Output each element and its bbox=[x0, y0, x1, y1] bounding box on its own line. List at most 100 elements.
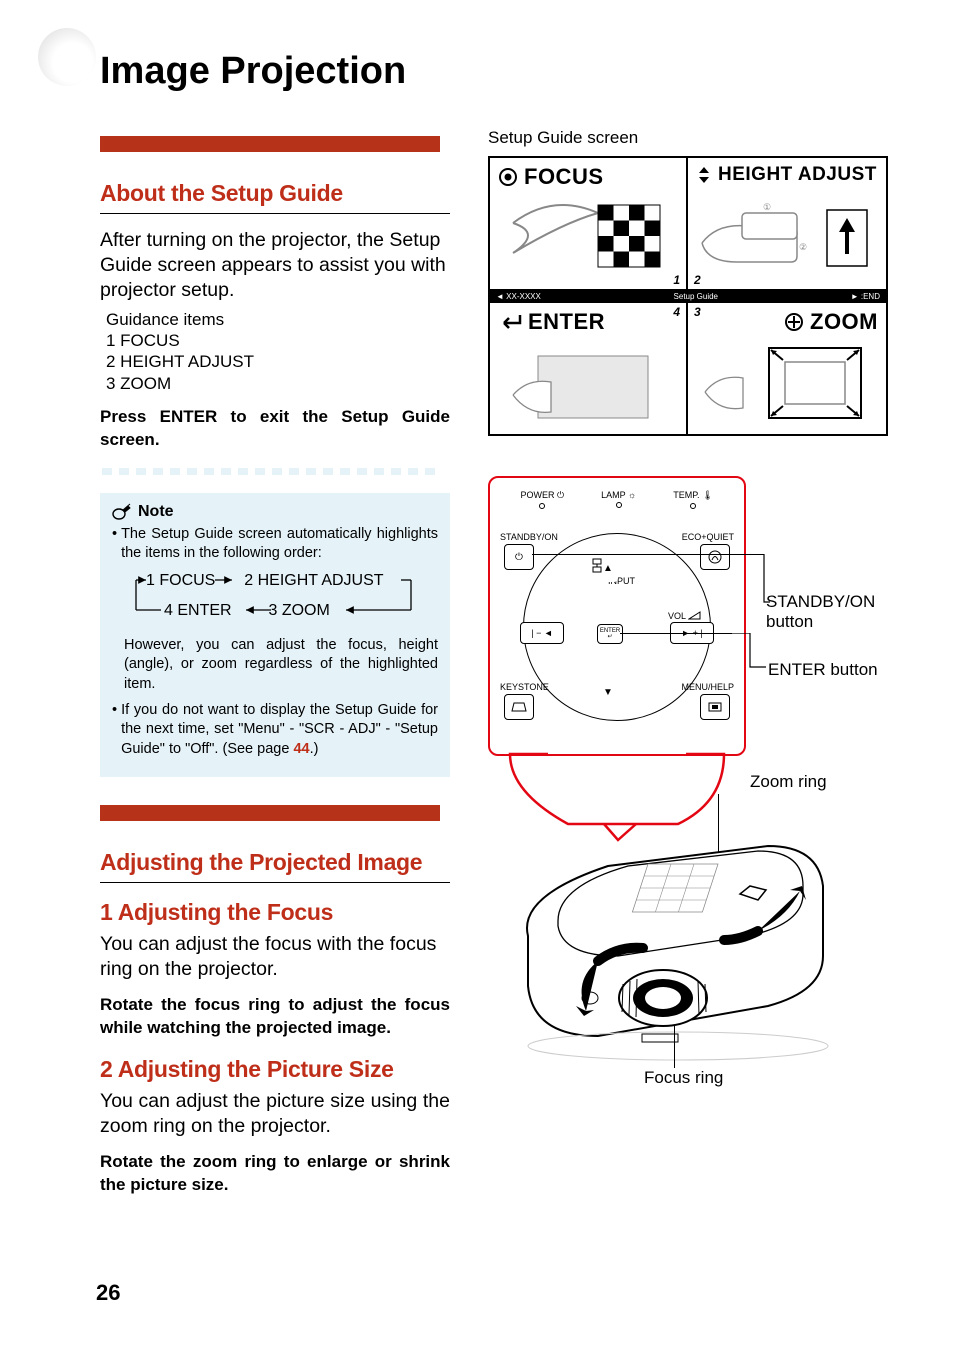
zoom-icon bbox=[784, 312, 804, 332]
note-b2-post: .) bbox=[310, 741, 319, 757]
callout-zoom-ring: Zoom ring bbox=[750, 772, 827, 792]
quad-focus: FOCUS 1 bbox=[490, 158, 688, 289]
height-icon bbox=[696, 165, 712, 185]
quad-num-3: 3 bbox=[694, 305, 701, 319]
input-icon bbox=[590, 558, 604, 574]
page-title: Image Projection bbox=[100, 50, 406, 93]
adjusting-heading: Adjusting the Projected Image bbox=[100, 849, 450, 883]
svg-text:①: ① bbox=[763, 202, 771, 212]
height-illustration: ① ② bbox=[697, 188, 877, 280]
quad-enter: 4 ENTER bbox=[490, 303, 688, 434]
keystone-button[interactable] bbox=[504, 694, 534, 720]
note-bullet-2-text: If you do not want to display the Setup … bbox=[121, 701, 438, 760]
svg-text:②: ② bbox=[799, 242, 807, 252]
enter-icon bbox=[498, 313, 522, 331]
lamp-indicator: LAMP ☼ bbox=[601, 490, 636, 509]
cycle-2: 2 HEIGHT ADJUST bbox=[244, 572, 383, 589]
lbl-standby: STANDBY/ON bbox=[500, 532, 558, 542]
vol-icon bbox=[688, 611, 702, 621]
strip-left: ◄ XX-XXXX bbox=[496, 292, 541, 301]
control-panel: POWER ⏻ LAMP ☼ TEMP. 🌡 STANDBY/ON ECO+QU… bbox=[488, 476, 746, 756]
projector-illustration: Focus ring bbox=[488, 816, 848, 1076]
lbl-keystone: KEYSTONE bbox=[500, 682, 549, 692]
note-box: Note • The Setup Guide screen automatica… bbox=[100, 493, 450, 778]
page-ref-44: 44 bbox=[293, 741, 309, 757]
eco-quiet-button[interactable] bbox=[700, 544, 730, 570]
callout-focus-ring: Focus ring bbox=[644, 1068, 723, 1088]
quad-focus-label: FOCUS bbox=[524, 164, 604, 190]
focus-illustration bbox=[503, 193, 673, 283]
press-btn: ENTER bbox=[160, 407, 218, 426]
power-indicator: POWER ⏻ bbox=[520, 490, 564, 509]
cycle-top-row: 1 FOCUS 2 HEIGHT ADJUST bbox=[146, 572, 384, 590]
focus-instr: Rotate the focus ring to adjust the focu… bbox=[100, 994, 450, 1040]
temp-indicator: TEMP. 🌡 bbox=[673, 490, 713, 509]
callout-line-focus bbox=[674, 1026, 675, 1068]
quad-zoom-label: ZOOM bbox=[810, 309, 878, 335]
zoom-illustration bbox=[697, 340, 877, 426]
note-header: Note bbox=[112, 503, 438, 521]
guidance-item-2: 2 HEIGHT ADJUST bbox=[106, 351, 450, 372]
guidance-label: Guidance items bbox=[106, 309, 450, 330]
note-top-dots bbox=[102, 468, 450, 475]
lbl-eco: ECO+QUIET bbox=[682, 532, 734, 542]
bullet-dot: • bbox=[112, 701, 117, 760]
press-enter-line: Press ENTER to exit the Setup Guide scre… bbox=[100, 406, 450, 452]
size-instr: Rotate the zoom ring to enlarge or shrin… bbox=[100, 1151, 450, 1197]
note-b2-pre: If you do not want to display the Setup … bbox=[121, 702, 438, 757]
note-icon bbox=[112, 503, 132, 521]
callout-line-standby bbox=[532, 554, 764, 555]
cycle-3: 3 ZOOM bbox=[268, 602, 329, 619]
page-number: 26 bbox=[96, 1280, 120, 1306]
quad-height: HEIGHT ADJUST ① ② 2 bbox=[688, 158, 886, 289]
note-bullet-1-text: The Setup Guide screen automatically hig… bbox=[121, 525, 438, 564]
guide-menu-strip: ◄ XX-XXXX Setup Guide ► :END bbox=[490, 289, 886, 303]
focus-icon bbox=[498, 167, 518, 187]
callout-elbow-enter bbox=[732, 633, 772, 673]
press-pre: Press bbox=[100, 407, 160, 426]
dpad-left[interactable]: | − ◄ bbox=[520, 622, 564, 644]
setup-guide-heading: About the Setup Guide bbox=[100, 180, 450, 214]
decorative-corner-circle bbox=[38, 28, 96, 86]
callout-enter: ENTER button bbox=[768, 660, 878, 680]
quad-num-1: 1 bbox=[673, 273, 680, 287]
cycle-4: 4 ENTER bbox=[164, 602, 232, 619]
cycle-bottom-row: 4 ENTER 3 ZOOM bbox=[164, 602, 330, 620]
setup-guide-screen: FOCUS 1 bbox=[488, 156, 888, 436]
section-bar-2 bbox=[100, 805, 440, 821]
focus-heading: 1 Adjusting the Focus bbox=[100, 899, 450, 926]
cycle-1: 1 FOCUS bbox=[146, 572, 215, 589]
size-text: You can adjust the picture size using th… bbox=[100, 1089, 450, 1139]
size-heading: 2 Adjusting the Picture Size bbox=[100, 1056, 450, 1083]
focus-text: You can adjust the focus with the focus … bbox=[100, 932, 450, 982]
lbl-menu: MENU/HELP bbox=[681, 682, 734, 692]
lbl-vol: VOL bbox=[668, 611, 686, 621]
standby-on-button[interactable]: ⏻ bbox=[504, 544, 534, 570]
callout-elbow-standby bbox=[746, 554, 776, 608]
left-column: About the Setup Guide After turning on t… bbox=[100, 136, 450, 1197]
indicator-row: POWER ⏻ LAMP ☼ TEMP. 🌡 bbox=[502, 490, 732, 509]
guidance-item-3: 3 ZOOM bbox=[106, 373, 450, 394]
panel-and-projector: POWER ⏻ LAMP ☼ TEMP. 🌡 STANDBY/ON ECO+QU… bbox=[488, 476, 888, 1076]
quad-enter-label: ENTER bbox=[528, 309, 605, 335]
note-after-cycle: However, you can adjust the focus, heigh… bbox=[124, 636, 438, 695]
quad-num-4: 4 bbox=[673, 305, 680, 319]
right-column: Setup Guide screen FOCUS bbox=[488, 128, 888, 1076]
quad-height-label: HEIGHT ADJUST bbox=[718, 164, 877, 186]
dpad-down[interactable]: ▼ bbox=[598, 678, 618, 706]
menu-help-button[interactable] bbox=[700, 694, 730, 720]
cycle-diagram: 1 FOCUS 2 HEIGHT ADJUST 4 ENTER 3 ZOOM bbox=[126, 570, 438, 628]
enter-illustration bbox=[503, 340, 673, 426]
setup-guide-intro: After turning on the projector, the Setu… bbox=[100, 228, 450, 303]
bullet-dot: • bbox=[112, 525, 117, 564]
strip-right: ► :END bbox=[851, 292, 880, 301]
callout-standby: STANDBY/ON button bbox=[766, 592, 888, 633]
note-bullet-1: • The Setup Guide screen automatically h… bbox=[112, 525, 438, 564]
strip-mid: Setup Guide bbox=[674, 292, 718, 301]
quad-num-2: 2 bbox=[694, 273, 701, 287]
section-bar bbox=[100, 136, 440, 152]
guidance-item-1: 1 FOCUS bbox=[106, 330, 450, 351]
note-bullet-2: • If you do not want to display the Setu… bbox=[112, 701, 438, 760]
callout-line-enter bbox=[620, 633, 732, 634]
quad-zoom: 3 ZOOM bbox=[688, 303, 886, 434]
